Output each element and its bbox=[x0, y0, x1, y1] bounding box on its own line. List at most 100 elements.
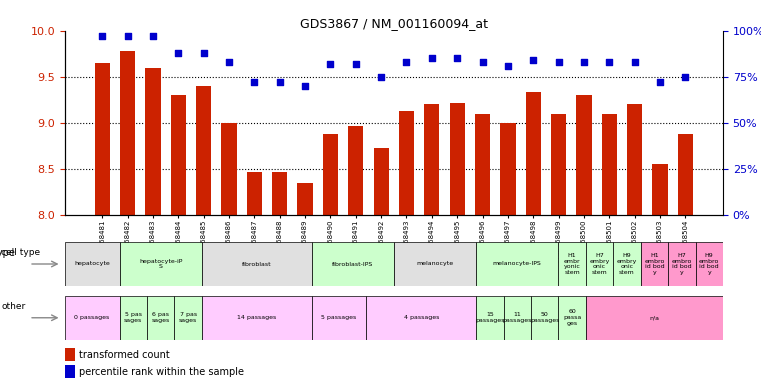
Text: 14 passages: 14 passages bbox=[237, 315, 276, 320]
Bar bbox=[349, 126, 364, 215]
Bar bbox=[476, 296, 504, 340]
Bar bbox=[119, 296, 147, 340]
Point bbox=[680, 74, 692, 80]
Text: other: other bbox=[2, 302, 26, 311]
Text: n/a: n/a bbox=[649, 315, 659, 320]
Bar bbox=[65, 365, 75, 379]
Point bbox=[350, 61, 362, 67]
Point bbox=[527, 57, 540, 63]
Point bbox=[172, 50, 184, 56]
Bar bbox=[394, 242, 476, 286]
Bar bbox=[500, 123, 515, 215]
Bar bbox=[602, 114, 617, 215]
Bar bbox=[613, 242, 641, 286]
Text: 7 pas
sages: 7 pas sages bbox=[179, 312, 197, 323]
Bar bbox=[374, 148, 389, 215]
Bar bbox=[174, 296, 202, 340]
Bar bbox=[311, 242, 394, 286]
Point bbox=[248, 79, 260, 85]
Text: H7
embry
onic
stem: H7 embry onic stem bbox=[589, 253, 610, 275]
Bar bbox=[641, 242, 668, 286]
Text: 4 passages: 4 passages bbox=[403, 315, 439, 320]
Bar bbox=[196, 86, 212, 215]
Point bbox=[476, 59, 489, 65]
Text: melanocyte-IPS: melanocyte-IPS bbox=[493, 262, 542, 266]
Text: 15
passages: 15 passages bbox=[475, 312, 505, 323]
Point bbox=[299, 83, 311, 89]
Bar bbox=[531, 296, 559, 340]
Bar bbox=[678, 134, 693, 215]
Text: melanocyte: melanocyte bbox=[416, 262, 454, 266]
Bar bbox=[65, 296, 119, 340]
Text: cell type: cell type bbox=[0, 248, 15, 258]
Bar bbox=[298, 183, 313, 215]
Bar bbox=[450, 103, 465, 215]
Bar bbox=[366, 296, 476, 340]
Bar bbox=[202, 242, 311, 286]
Text: 0 passages: 0 passages bbox=[75, 315, 110, 320]
Bar bbox=[202, 296, 311, 340]
Bar bbox=[65, 348, 75, 361]
Bar bbox=[221, 123, 237, 215]
Text: transformed count: transformed count bbox=[79, 349, 170, 359]
Bar bbox=[119, 242, 202, 286]
Bar bbox=[94, 63, 110, 215]
Point bbox=[223, 59, 235, 65]
Point bbox=[274, 79, 286, 85]
Text: 5 pas
sages: 5 pas sages bbox=[124, 312, 142, 323]
Point bbox=[96, 33, 108, 39]
Bar bbox=[424, 104, 439, 215]
Bar bbox=[323, 134, 338, 215]
Text: 5 passages: 5 passages bbox=[321, 315, 357, 320]
Text: 60
passa
ges: 60 passa ges bbox=[563, 310, 581, 326]
Text: H1
embr
yonic
stem: H1 embr yonic stem bbox=[564, 253, 581, 275]
Point bbox=[425, 55, 438, 61]
Text: H9
embro
id bod
y: H9 embro id bod y bbox=[699, 253, 719, 275]
Point bbox=[578, 59, 590, 65]
Text: H1
embro
id bod
y: H1 embro id bod y bbox=[645, 253, 664, 275]
Bar bbox=[652, 164, 667, 215]
Bar bbox=[576, 95, 591, 215]
Point bbox=[629, 59, 641, 65]
Title: GDS3867 / NM_001160094_at: GDS3867 / NM_001160094_at bbox=[300, 17, 488, 30]
Bar bbox=[551, 114, 566, 215]
Point bbox=[147, 33, 159, 39]
Text: 50
passages: 50 passages bbox=[530, 312, 559, 323]
Bar bbox=[526, 93, 541, 215]
Bar bbox=[627, 104, 642, 215]
Text: H9
embry
onic
stem: H9 embry onic stem bbox=[616, 253, 637, 275]
Point bbox=[375, 74, 387, 80]
Bar bbox=[399, 111, 414, 215]
Bar bbox=[120, 51, 135, 215]
Text: 11
passages: 11 passages bbox=[502, 312, 532, 323]
Text: percentile rank within the sample: percentile rank within the sample bbox=[79, 367, 244, 377]
Bar bbox=[559, 242, 586, 286]
Bar bbox=[145, 68, 161, 215]
Text: fibroblast-IPS: fibroblast-IPS bbox=[332, 262, 374, 266]
Text: fibroblast: fibroblast bbox=[242, 262, 272, 266]
Bar bbox=[272, 172, 288, 215]
Bar bbox=[475, 114, 490, 215]
Text: hepatocyte-iP
S: hepatocyte-iP S bbox=[139, 258, 183, 270]
Point bbox=[654, 79, 666, 85]
Bar bbox=[147, 296, 174, 340]
Point bbox=[603, 59, 616, 65]
Point bbox=[451, 55, 463, 61]
Point bbox=[324, 61, 336, 67]
Point bbox=[552, 59, 565, 65]
Bar bbox=[586, 242, 613, 286]
Text: H7
embro
id bod
y: H7 embro id bod y bbox=[672, 253, 692, 275]
Bar bbox=[504, 296, 531, 340]
Point bbox=[400, 59, 412, 65]
Bar bbox=[696, 242, 723, 286]
Text: cell type: cell type bbox=[2, 248, 40, 257]
Bar bbox=[559, 296, 586, 340]
Point bbox=[122, 33, 134, 39]
Bar bbox=[668, 242, 696, 286]
Text: hepatocyte: hepatocyte bbox=[75, 262, 110, 266]
Text: 6 pas
sages: 6 pas sages bbox=[151, 312, 170, 323]
Bar bbox=[311, 296, 366, 340]
Bar bbox=[65, 242, 119, 286]
Bar bbox=[476, 242, 559, 286]
Bar bbox=[170, 95, 186, 215]
